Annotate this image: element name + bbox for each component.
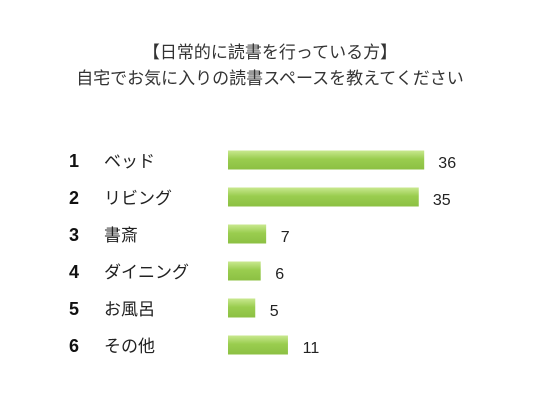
chart-subtitle: 自宅でお気に入りの読書スペースを教えてください [76,69,464,89]
category-label: その他 [104,337,155,357]
rank-label: 5 [69,299,79,319]
bar [228,150,425,170]
bar [228,224,267,244]
bar [228,298,256,318]
category-label: 書斎 [104,226,138,246]
value-label: 11 [303,340,320,357]
rank-label: 1 [69,151,79,171]
rank-label: 3 [69,225,79,245]
category-label: リビング [104,189,172,209]
category-label: お風呂 [104,300,155,320]
value-label: 6 [275,266,284,283]
bar [228,261,261,281]
value-label: 5 [270,303,279,320]
category-label: ベッド [104,152,155,172]
value-label: 36 [438,155,456,172]
value-label: 7 [281,229,290,246]
value-label: 35 [433,192,451,209]
rank-label: 6 [69,336,79,356]
category-label: ダイニング [104,263,189,283]
rank-label: 4 [69,262,79,282]
chart-title: 【日常的に読書を行っている方】 [142,43,398,63]
bar [228,335,288,355]
bar [228,187,419,207]
rank-label: 2 [69,188,79,208]
